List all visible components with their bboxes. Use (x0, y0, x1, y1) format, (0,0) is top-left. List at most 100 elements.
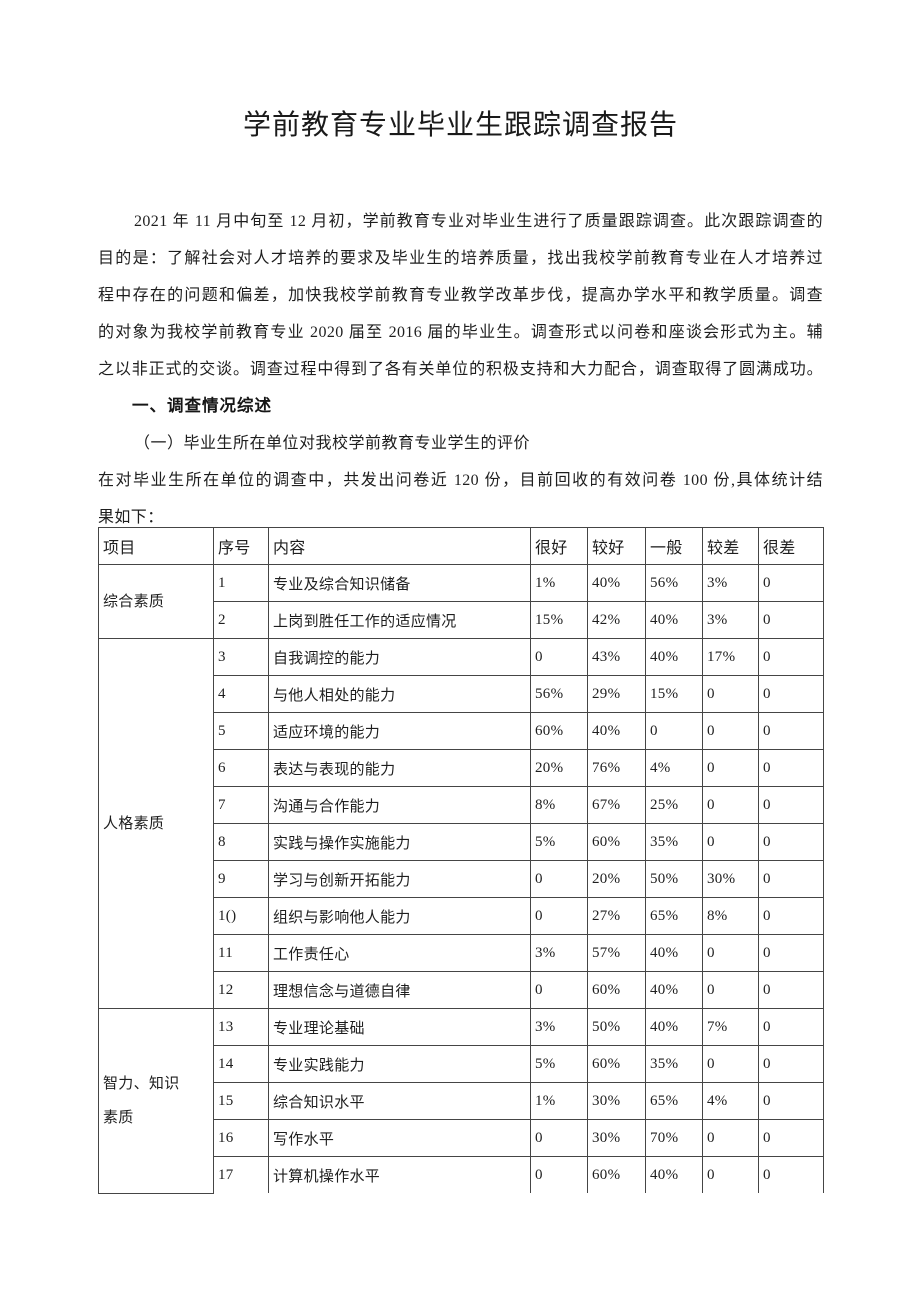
cell-verygood: 0 (530, 897, 588, 935)
cell-verypoor: 0 (758, 971, 824, 1009)
cell-no: 8 (213, 823, 269, 861)
column-header-verypoor: 很差 (758, 527, 824, 565)
cell-average: 25% (645, 786, 703, 824)
cell-good: 50% (587, 1008, 646, 1046)
cell-average: 40% (645, 934, 703, 972)
cell-verygood: 3% (530, 934, 588, 972)
cell-poor: 0 (702, 712, 759, 750)
paragraph-line: 的对象为我校学前教育专业 2020 届至 2016 届的毕业生。调查形式以问卷和… (98, 324, 823, 341)
cell-verypoor: 0 (758, 934, 824, 972)
cell-average: 40% (645, 1156, 703, 1193)
cell-content: 专业实践能力 (268, 1045, 531, 1083)
group-label-cell: 综合素质 (98, 564, 214, 639)
cell-content: 计算机操作水平 (268, 1156, 531, 1193)
intro-paragraph: 2021 年 11 月中旬至 12 月初，学前教育专业对毕业生进行了质量跟踪调查… (98, 203, 823, 388)
cell-no: 9 (213, 860, 269, 898)
cell-verypoor: 0 (758, 897, 824, 935)
cell-content: 写作水平 (268, 1119, 531, 1157)
cell-no: 12 (213, 971, 269, 1009)
cell-verypoor: 0 (758, 749, 824, 787)
cell-verypoor: 0 (758, 1008, 824, 1046)
cell-no: 13 (213, 1008, 269, 1046)
cell-verygood: 0 (530, 860, 588, 898)
cell-good: 43% (587, 638, 646, 676)
cell-good: 42% (587, 601, 646, 639)
paragraph-line: 2021 年 11 月中旬至 12 月初，学前教育专业对毕业生进行了质量跟踪调查… (134, 213, 823, 230)
cell-verypoor: 0 (758, 675, 824, 713)
paragraph-line: 之以非正式的交谈。调查过程中得到了各有关单位的积极支持和大力配合，调查取得了圆满… (98, 361, 823, 378)
cell-verygood: 5% (530, 823, 588, 861)
table-row: 1() 组织与影响他人能力 0 27% 65% 8% 0 (99, 897, 824, 935)
cell-poor: 17% (702, 638, 759, 676)
cell-poor: 0 (702, 823, 759, 861)
cell-poor: 7% (702, 1008, 759, 1046)
cell-good: 60% (587, 1045, 646, 1083)
cell-average: 35% (645, 1045, 703, 1083)
cell-average: 65% (645, 1082, 703, 1120)
cell-good: 29% (587, 675, 646, 713)
cell-content: 组织与影响他人能力 (268, 897, 531, 935)
cell-good: 67% (587, 786, 646, 824)
cell-verypoor: 0 (758, 601, 824, 639)
page-title: 学前教育专业毕业生跟踪调查报告 (242, 110, 678, 141)
paragraph-line: 在对毕业生所在单位的调查中，共发出问卷近 120 份，目前回收的有效问卷 100… (98, 472, 823, 489)
cell-average: 4% (645, 749, 703, 787)
cell-no: 11 (213, 934, 269, 972)
table-row: 11 工作责任心 3% 57% 40% 0 0 (99, 934, 824, 972)
cell-verypoor: 0 (758, 823, 824, 861)
table-row: 17 计算机操作水平 0 60% 40% 0 0 (99, 1156, 824, 1193)
table-row: 6 表达与表现的能力 20% 76% 4% 0 0 (99, 749, 824, 787)
cell-verypoor: 0 (758, 1082, 824, 1120)
cell-content: 学习与创新开拓能力 (268, 860, 531, 898)
cell-average: 0 (645, 712, 703, 750)
cell-content: 上岗到胜任工作的适应情况 (268, 601, 531, 639)
cell-average: 40% (645, 971, 703, 1009)
cell-good: 76% (587, 749, 646, 787)
cell-content: 适应环境的能力 (268, 712, 531, 750)
cell-no: 16 (213, 1119, 269, 1157)
cell-poor: 0 (702, 1045, 759, 1083)
cell-no: 2 (213, 601, 269, 639)
cell-content: 专业及综合知识储备 (268, 564, 531, 602)
cell-poor: 0 (702, 971, 759, 1009)
column-header-content: 内容 (268, 527, 531, 565)
section-heading: 一、调查情况综述 (132, 397, 272, 415)
cell-poor: 8% (702, 897, 759, 935)
cell-no: 17 (213, 1156, 269, 1193)
cell-good: 20% (587, 860, 646, 898)
cell-content: 自我调控的能力 (268, 638, 531, 676)
cell-verygood: 1% (530, 564, 588, 602)
cell-poor: 30% (702, 860, 759, 898)
survey-results-table: 项目 序号 内容 很好 较好 一般 较差 很差 综合素质 1 专业及综合知识储备… (98, 527, 824, 1194)
column-header-verygood: 很好 (530, 527, 588, 565)
cell-content: 工作责任心 (268, 934, 531, 972)
cell-poor: 3% (702, 564, 759, 602)
table-row: 智力、知识 素质 13 专业理论基础 3% 50% 40% 7% 0 (98, 1008, 824, 1194)
cell-poor: 0 (702, 786, 759, 824)
cell-verypoor: 0 (758, 1156, 824, 1193)
cell-no: 4 (213, 675, 269, 713)
cell-verypoor: 0 (758, 638, 824, 676)
cell-poor: 0 (702, 1156, 759, 1193)
cell-good: 40% (587, 564, 646, 602)
table-row: 8 实践与操作实施能力 5% 60% 35% 0 0 (99, 823, 824, 861)
cell-average: 56% (645, 564, 703, 602)
cell-good: 60% (587, 971, 646, 1009)
cell-content: 与他人相处的能力 (268, 675, 531, 713)
cell-average: 15% (645, 675, 703, 713)
cell-content: 实践与操作实施能力 (268, 823, 531, 861)
cell-poor: 0 (702, 675, 759, 713)
table-row: 4 与他人相处的能力 56% 29% 15% 0 0 (99, 675, 824, 713)
cell-no: 14 (213, 1045, 269, 1083)
column-header-poor: 较差 (702, 527, 759, 565)
cell-verygood: 0 (530, 638, 588, 676)
cell-no: 6 (213, 749, 269, 787)
cell-verypoor: 0 (758, 1045, 824, 1083)
cell-verygood: 1% (530, 1082, 588, 1120)
table-row: 综合素质 1 专业及综合知识储备 1% 40% 56% 3% 0 (98, 564, 824, 639)
cell-average: 65% (645, 897, 703, 935)
table-row: 7 沟通与合作能力 8% 67% 25% 0 0 (99, 786, 824, 824)
table-row: 5 适应环境的能力 60% 40% 0 0 0 (99, 712, 824, 750)
paragraph-line: 果如下： (98, 509, 164, 526)
column-header-average: 一般 (645, 527, 703, 565)
